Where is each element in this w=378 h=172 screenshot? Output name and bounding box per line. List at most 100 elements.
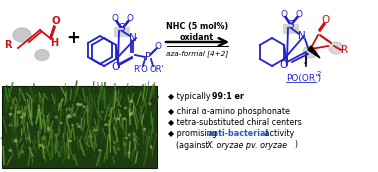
Text: O: O <box>52 16 60 26</box>
Ellipse shape <box>102 111 103 112</box>
Ellipse shape <box>112 108 114 109</box>
Text: R: R <box>4 40 12 50</box>
Ellipse shape <box>78 126 80 127</box>
Ellipse shape <box>73 114 75 116</box>
Ellipse shape <box>329 42 343 54</box>
FancyBboxPatch shape <box>114 27 130 37</box>
Text: aza-formal [4+2]: aza-formal [4+2] <box>166 51 228 57</box>
Ellipse shape <box>117 118 119 120</box>
Ellipse shape <box>55 116 58 118</box>
Ellipse shape <box>80 104 82 105</box>
Text: ◆ typically: ◆ typically <box>168 92 213 100</box>
Ellipse shape <box>9 150 12 151</box>
Ellipse shape <box>76 123 79 125</box>
Ellipse shape <box>105 124 107 125</box>
Ellipse shape <box>42 137 45 139</box>
Ellipse shape <box>94 129 97 131</box>
Text: O: O <box>112 13 118 23</box>
Text: 2: 2 <box>317 71 321 77</box>
Ellipse shape <box>69 140 71 142</box>
Ellipse shape <box>38 113 39 114</box>
Ellipse shape <box>59 103 61 106</box>
Bar <box>2 86 157 168</box>
Ellipse shape <box>48 127 49 130</box>
Text: anti-bacterial: anti-bacterial <box>208 128 269 137</box>
Text: O: O <box>280 9 288 19</box>
Ellipse shape <box>124 143 126 146</box>
Text: N: N <box>129 33 137 43</box>
Ellipse shape <box>74 114 76 115</box>
Text: O: O <box>296 9 302 19</box>
Ellipse shape <box>123 118 126 119</box>
Ellipse shape <box>39 145 42 146</box>
Ellipse shape <box>68 108 71 111</box>
Ellipse shape <box>55 134 58 136</box>
Ellipse shape <box>90 136 93 137</box>
Ellipse shape <box>17 111 20 114</box>
Text: H: H <box>50 38 58 48</box>
Ellipse shape <box>69 114 71 117</box>
Ellipse shape <box>11 107 12 108</box>
Ellipse shape <box>83 106 85 107</box>
Ellipse shape <box>35 50 49 61</box>
Text: oxidant: oxidant <box>180 33 214 41</box>
Ellipse shape <box>118 148 119 150</box>
Text: ◆ chiral α-amino phosphonate: ◆ chiral α-amino phosphonate <box>168 106 290 116</box>
Ellipse shape <box>124 107 127 109</box>
Text: P: P <box>145 52 151 62</box>
Text: 99:1 er: 99:1 er <box>212 92 244 100</box>
Text: ◆ tetra-substituted chiral centers: ◆ tetra-substituted chiral centers <box>168 117 302 126</box>
Text: +: + <box>66 29 80 47</box>
Ellipse shape <box>144 128 146 130</box>
Ellipse shape <box>120 114 121 116</box>
Ellipse shape <box>128 134 130 136</box>
Ellipse shape <box>134 140 135 141</box>
Ellipse shape <box>43 146 45 148</box>
Ellipse shape <box>86 109 88 111</box>
Ellipse shape <box>9 113 12 115</box>
Text: R: R <box>341 45 349 55</box>
Ellipse shape <box>13 28 31 42</box>
Text: X. oryzae pv. oryzae: X. oryzae pv. oryzae <box>206 141 287 149</box>
Text: NHC (5 mol%): NHC (5 mol%) <box>166 22 228 30</box>
Text: O: O <box>321 15 329 25</box>
Ellipse shape <box>60 122 62 124</box>
Text: O: O <box>127 13 133 23</box>
Ellipse shape <box>114 117 117 120</box>
Ellipse shape <box>70 116 71 117</box>
Text: activity: activity <box>262 128 294 137</box>
FancyBboxPatch shape <box>283 24 299 34</box>
Ellipse shape <box>9 124 12 126</box>
Ellipse shape <box>113 127 115 129</box>
Ellipse shape <box>128 152 130 154</box>
Ellipse shape <box>23 113 25 115</box>
Ellipse shape <box>67 115 69 118</box>
Ellipse shape <box>99 150 100 151</box>
Ellipse shape <box>20 116 23 118</box>
Text: S: S <box>288 20 294 30</box>
Ellipse shape <box>76 104 79 105</box>
Text: PO(OR'): PO(OR') <box>286 73 321 83</box>
Ellipse shape <box>27 137 29 139</box>
Ellipse shape <box>130 100 132 102</box>
Ellipse shape <box>72 124 73 126</box>
Text: ◆ promising: ◆ promising <box>168 128 219 137</box>
Text: O: O <box>155 41 161 51</box>
Text: R'O: R'O <box>133 64 147 73</box>
Ellipse shape <box>14 139 17 142</box>
Ellipse shape <box>78 103 79 106</box>
Ellipse shape <box>108 123 110 126</box>
Text: O: O <box>112 62 120 72</box>
Ellipse shape <box>130 112 133 115</box>
Ellipse shape <box>114 142 115 144</box>
Text: S: S <box>119 23 125 33</box>
Text: ): ) <box>294 141 297 149</box>
Text: N: N <box>298 31 306 41</box>
Ellipse shape <box>303 46 317 58</box>
Text: OR': OR' <box>150 64 164 73</box>
Ellipse shape <box>150 146 152 148</box>
Text: O: O <box>280 60 288 70</box>
Polygon shape <box>308 46 320 58</box>
Ellipse shape <box>129 114 132 115</box>
Text: (against: (against <box>176 141 211 149</box>
